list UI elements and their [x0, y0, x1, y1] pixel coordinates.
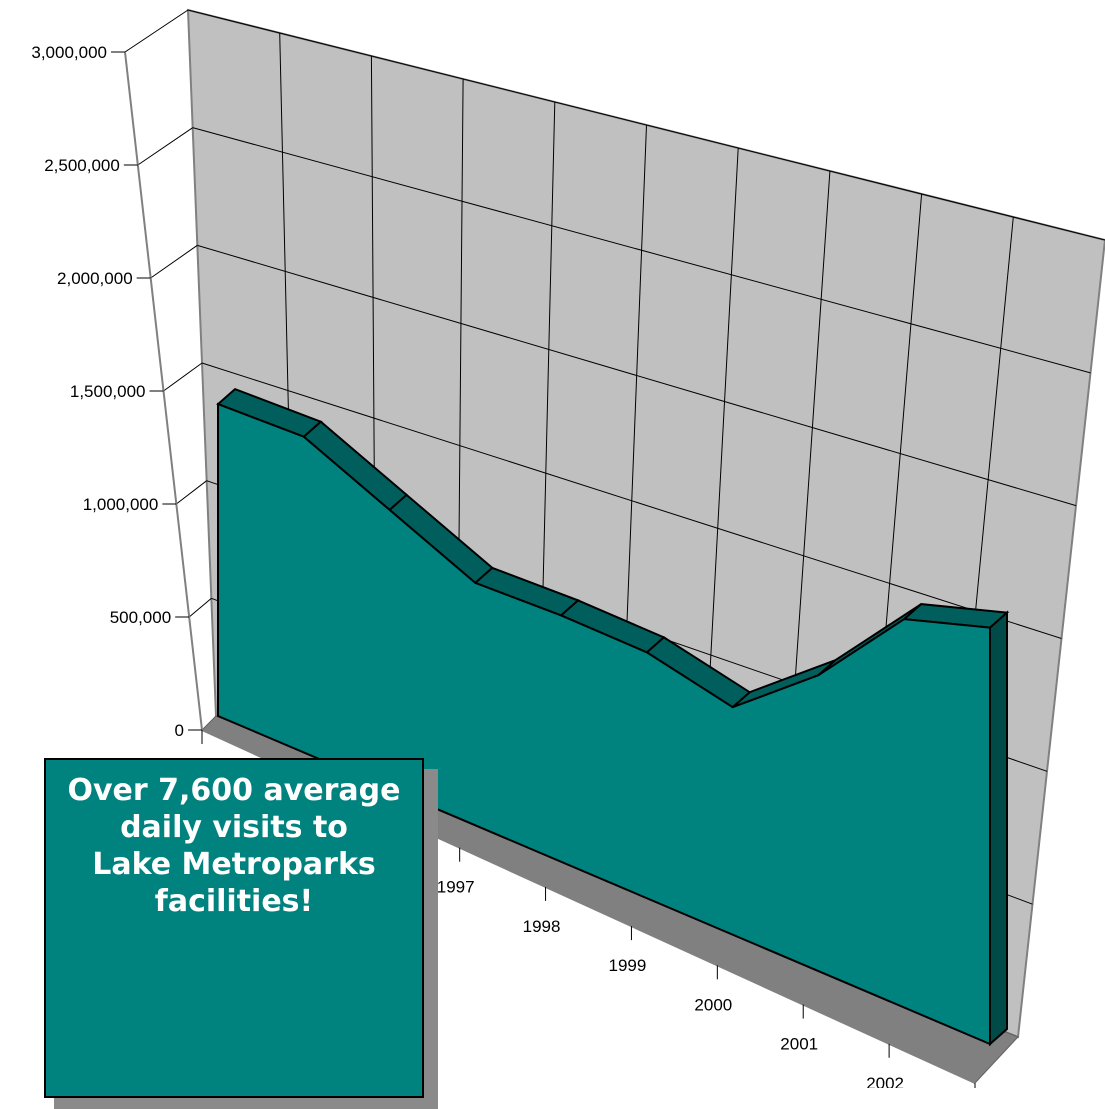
- y-tick-label: 1,500,000: [70, 382, 146, 401]
- gridline-depth: [124, 9, 189, 53]
- area-side-face: [989, 610, 1008, 1047]
- y-tick-label: 2,500,000: [44, 156, 120, 175]
- x-tick-label: 1999: [609, 956, 647, 975]
- y-tick-label: 3,000,000: [31, 43, 107, 62]
- area-front-face: [217, 402, 991, 1046]
- x-tick-label: 1998: [523, 917, 561, 936]
- x-tick-label: 2000: [694, 995, 732, 1014]
- x-tick-label: 2002: [866, 1074, 904, 1088]
- y-tick-label: 0: [175, 721, 184, 740]
- x-tick-label: 2001: [780, 1035, 818, 1054]
- y-tick-label: 2,000,000: [57, 269, 133, 288]
- gridline-depth: [176, 480, 207, 505]
- x-tick-label: 1997: [437, 878, 475, 897]
- gridline-depth: [150, 244, 198, 279]
- gridline-depth: [163, 362, 203, 392]
- y-tick-label: 500,000: [110, 608, 171, 627]
- gridline-depth: [188, 597, 212, 618]
- callout-box: Over 7,600 average daily visits to Lake …: [44, 758, 424, 1098]
- gridline-depth: [137, 127, 193, 166]
- callout-text: Over 7,600 average daily visits to Lake …: [67, 773, 401, 919]
- y-tick-label: 1,000,000: [83, 495, 159, 514]
